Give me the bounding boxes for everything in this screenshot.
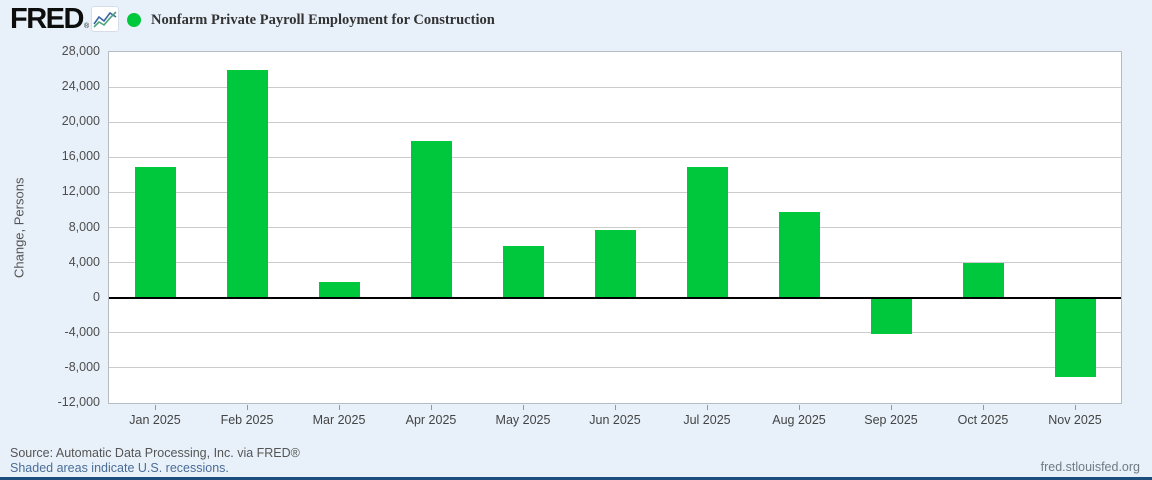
x-tick-label: Feb 2025	[220, 413, 274, 427]
bar-sep-2025[interactable]	[870, 297, 912, 334]
plot-area	[108, 51, 1122, 404]
recessions-link[interactable]: Shaded areas indicate U.S. recessions.	[10, 461, 229, 475]
x-tick	[614, 405, 616, 410]
fred-logo[interactable]: FRED ®	[10, 3, 120, 35]
x-tick	[246, 405, 248, 410]
gridline	[109, 86, 1121, 88]
gridline	[109, 227, 1121, 228]
bar-jul-2025[interactable]	[686, 166, 728, 298]
x-tick-label: May 2025	[495, 413, 551, 427]
x-tick	[890, 405, 892, 410]
registered-mark: ®	[83, 23, 90, 30]
x-tick	[982, 405, 984, 410]
zero-line	[109, 296, 1121, 299]
source-attribution: Source: Automatic Data Processing, Inc. …	[10, 446, 300, 460]
bar-aug-2025[interactable]	[778, 211, 820, 298]
bar-mar-2025[interactable]	[318, 281, 360, 298]
x-tick	[798, 405, 800, 410]
bar-nov-2025[interactable]	[1054, 297, 1096, 377]
y-tick-label: 16,000	[61, 149, 100, 164]
y-tick-label: 12,000	[61, 184, 100, 199]
y-tick-label: 20,000	[61, 114, 100, 129]
x-tick-label: Oct 2025	[957, 413, 1009, 427]
x-axis: Jan 2025 Feb 2025 Mar 2025 Apr 2025 May 2025…	[108, 405, 1122, 435]
y-tick-label: 8,000	[68, 219, 100, 234]
x-tick	[338, 405, 340, 410]
y-tick-label: -8,000	[64, 359, 100, 374]
x-tick	[430, 405, 432, 410]
y-tick-label: 28,000	[61, 44, 100, 58]
bottom-accent-bar	[0, 477, 1152, 480]
y-tick-label: -12,000	[57, 395, 100, 409]
bar-jun-2025[interactable]	[594, 230, 636, 298]
x-tick-label: Apr 2025	[405, 413, 457, 427]
gridline	[109, 121, 1121, 123]
x-tick-label: Nov 2025	[1048, 413, 1102, 427]
y-axis: 28,000 24,000 20,000 16,000 12,000 8,000 4,000…	[0, 44, 102, 409]
gridline	[109, 332, 1121, 334]
bar-oct-2025[interactable]	[962, 263, 1004, 298]
fred-logo-chart-icon	[91, 6, 120, 32]
fred-site-link[interactable]: fred.stlouisfed.org	[1040, 460, 1140, 474]
y-tick-label: 4,000	[68, 254, 100, 269]
x-tick-label: Aug 2025	[772, 413, 826, 427]
x-tick-label: Sep 2025	[864, 413, 918, 427]
gridline	[109, 191, 1121, 193]
x-tick	[522, 405, 524, 410]
x-tick	[706, 405, 708, 410]
x-tick-label: Mar 2025	[312, 413, 366, 427]
y-tick-label: -4,000	[64, 324, 100, 339]
x-tick-label: Jun 2025	[589, 413, 641, 427]
x-tick	[1074, 405, 1076, 410]
legend-series-dot	[127, 13, 141, 27]
y-tick-label: 0	[93, 289, 100, 304]
gridline	[109, 156, 1121, 158]
gridline	[109, 367, 1121, 369]
bar-may-2025[interactable]	[502, 245, 544, 298]
y-tick-label: 24,000	[61, 79, 100, 94]
bar-apr-2025[interactable]	[410, 140, 452, 298]
fred-logo-text: FRED	[10, 3, 84, 35]
x-tick-label: Jul 2025	[683, 413, 731, 427]
chart-title: Nonfarm Private Payroll Employment for C…	[151, 12, 495, 28]
legend: Nonfarm Private Payroll Employment for C…	[127, 12, 495, 28]
x-tick	[154, 405, 156, 410]
bar-jan-2025[interactable]	[134, 166, 176, 298]
x-tick-label: Jan 2025	[129, 413, 181, 427]
bar-feb-2025[interactable]	[226, 70, 268, 298]
